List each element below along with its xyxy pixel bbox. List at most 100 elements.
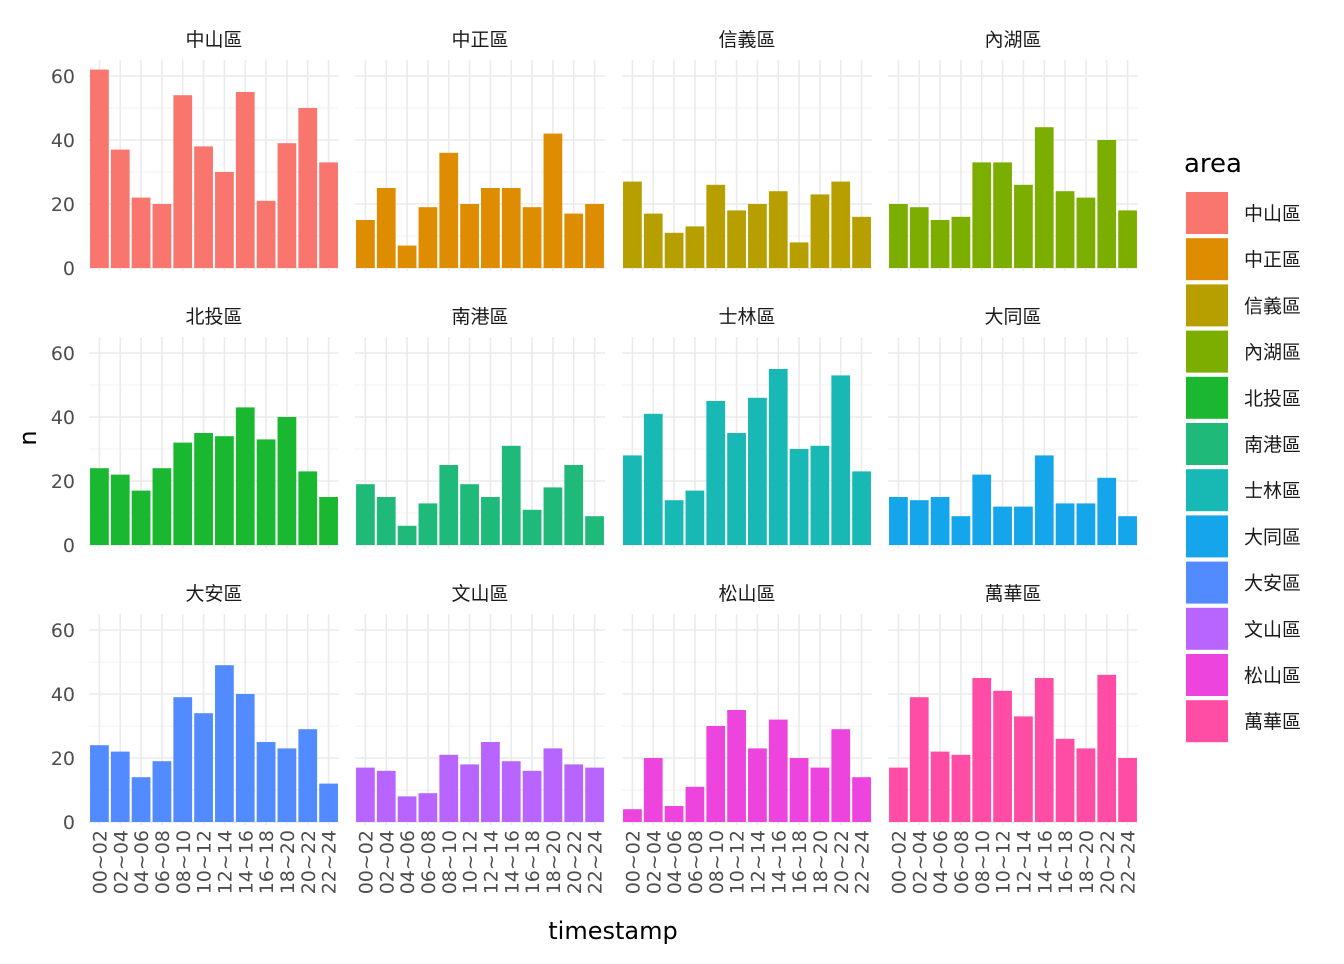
bar <box>277 143 297 268</box>
bar <box>460 764 479 822</box>
x-tick-label: 20~22 <box>298 830 320 894</box>
legend-swatch <box>1186 561 1228 604</box>
legend-swatch <box>1186 192 1228 234</box>
facet-strip-label: 松山區 <box>718 583 775 605</box>
x-tick-label: 10~12 <box>727 830 749 894</box>
bar <box>215 665 234 822</box>
bar <box>889 204 908 268</box>
bar <box>1014 184 1033 268</box>
x-tick-label: 22~24 <box>585 830 607 894</box>
y-tick-label: 60 <box>51 66 75 88</box>
bar <box>356 220 375 268</box>
bar <box>397 245 417 268</box>
bar <box>727 210 746 268</box>
x-tick-label: 18~20 <box>810 830 832 894</box>
x-tick-label: 10~12 <box>993 830 1015 894</box>
bar <box>235 92 255 268</box>
legend-label: 松山區 <box>1244 665 1301 687</box>
bar <box>789 242 809 268</box>
facet-panel: 萬華區 00~0202~0404~0606~0808~1010~1212~1414… <box>888 583 1140 894</box>
facet-strip-label: 萬華區 <box>984 583 1041 605</box>
bar <box>501 188 521 268</box>
facet-strip-label: 中山區 <box>185 29 242 51</box>
legend-label: 內湖區 <box>1244 342 1301 364</box>
bar <box>522 509 542 545</box>
bar <box>748 397 767 545</box>
bar <box>397 525 417 545</box>
x-tick-label: 00~02 <box>888 830 910 894</box>
bar <box>852 777 871 822</box>
legend-item: 松山區 <box>1186 654 1301 696</box>
bar <box>930 751 950 822</box>
facet-strip-label: 南港區 <box>451 306 508 328</box>
bar <box>810 194 830 268</box>
bar <box>1014 506 1033 545</box>
x-axis-title: timestamp <box>548 917 677 945</box>
bar <box>1055 738 1075 822</box>
x-tick-label: 06~08 <box>152 830 174 894</box>
x-tick-label: 14~16 <box>235 830 257 894</box>
bar <box>235 407 255 545</box>
facet-strip-label: 內湖區 <box>984 29 1041 51</box>
bar <box>789 758 809 822</box>
x-tick-label: 06~08 <box>418 830 440 894</box>
bar <box>1076 197 1096 268</box>
bar <box>585 204 604 268</box>
legend-label: 文山區 <box>1244 619 1301 641</box>
x-tick-label: 12~14 <box>480 830 502 894</box>
bar <box>215 436 234 545</box>
bar <box>727 433 746 545</box>
x-tick-label: 12~14 <box>747 830 769 894</box>
legend-label: 大安區 <box>1244 573 1301 595</box>
bar <box>951 516 971 545</box>
bar <box>972 474 992 545</box>
bar <box>152 204 172 268</box>
bar <box>194 146 213 268</box>
x-tick-label: 16~18 <box>789 830 811 894</box>
bar <box>768 369 788 545</box>
bar <box>418 503 438 545</box>
legend-label: 北投區 <box>1244 388 1301 410</box>
bar <box>481 188 500 268</box>
bar <box>789 449 809 545</box>
bar <box>543 748 563 822</box>
bar <box>643 213 663 268</box>
bar <box>1034 678 1054 822</box>
x-tick-label: 12~14 <box>214 830 236 894</box>
y-tick-label: 0 <box>63 258 75 280</box>
x-tick-label: 10~12 <box>194 830 216 894</box>
x-tick-label: 00~02 <box>89 830 111 894</box>
bar <box>831 375 851 545</box>
y-tick-label: 20 <box>51 471 75 493</box>
bar <box>319 783 338 822</box>
facet-panel: 大同區 <box>888 306 1138 548</box>
facet-strip-label: 文山區 <box>451 583 508 605</box>
x-tick-label: 04~06 <box>397 830 419 894</box>
bar <box>194 433 213 545</box>
bar <box>768 191 788 268</box>
bar <box>376 497 396 545</box>
x-tick-label: 10~12 <box>460 830 482 894</box>
x-tick-label: 08~10 <box>173 830 195 894</box>
legend-swatch <box>1186 423 1228 465</box>
x-tick-label: 08~10 <box>972 830 994 894</box>
legend-item: 中山區 <box>1186 192 1301 234</box>
x-tick-label: 12~14 <box>1013 830 1035 894</box>
facet-panel: 南港區 <box>355 306 605 548</box>
x-tick-label: 02~04 <box>643 830 665 894</box>
facet-panel: 士林區 <box>622 306 872 548</box>
y-tick-label: 40 <box>51 130 75 152</box>
bar <box>852 471 871 545</box>
legend-label: 信義區 <box>1244 295 1301 317</box>
bar <box>522 770 542 822</box>
legend-item: 北投區 <box>1186 376 1301 419</box>
bar <box>909 500 929 545</box>
facet-strip-label: 士林區 <box>718 306 775 328</box>
y-tick-label: 0 <box>63 535 75 557</box>
bar <box>131 490 151 545</box>
bar <box>1097 140 1117 268</box>
x-tick-label: 16~18 <box>522 830 544 894</box>
legend-label: 中正區 <box>1244 249 1301 271</box>
facet-panel: 松山區 00~0202~0404~0606~0808~1010~1212~1414… <box>622 583 874 894</box>
